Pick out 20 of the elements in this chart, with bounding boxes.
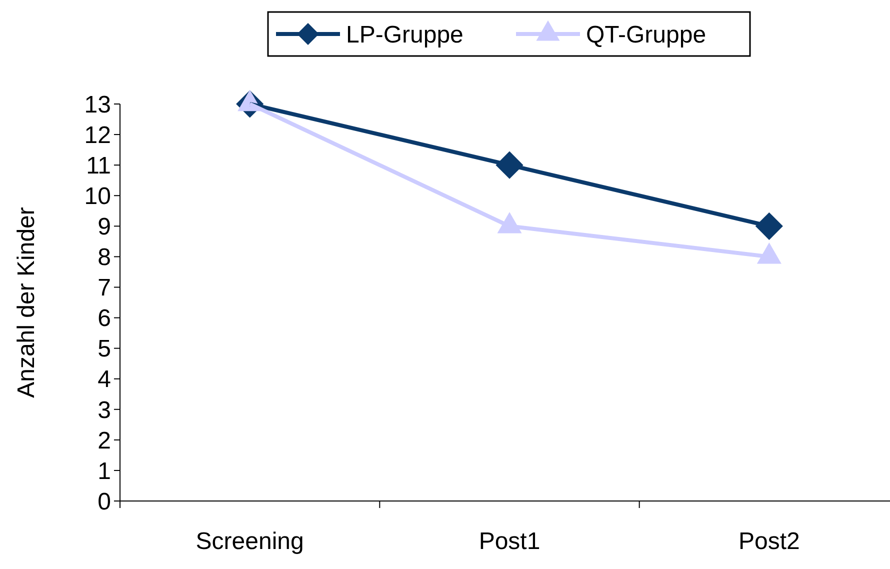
y-tick-label: 1 (98, 458, 111, 485)
legend-label: LP-Gruppe (346, 21, 464, 48)
y-tick-label: 6 (98, 305, 111, 332)
y-tick-label: 0 (98, 488, 111, 516)
y-axis-title: Anzahl der Kinder (13, 207, 40, 398)
y-tick-label: 5 (98, 336, 111, 363)
x-tick-label: Screening (196, 528, 304, 555)
y-tick-label: 7 (98, 274, 111, 302)
x-tick-label: Post2 (738, 528, 800, 555)
y-tick-label: 13 (84, 91, 111, 118)
y-tick-label: 4 (98, 366, 111, 394)
y-tick-label: 12 (84, 122, 111, 149)
y-tick-label: 9 (98, 214, 111, 241)
y-tick-label: 11 (86, 152, 111, 180)
x-tick-label: Post1 (478, 528, 540, 555)
y-tick-label: 3 (98, 396, 111, 424)
y-tick-label: 8 (98, 244, 111, 272)
y-tick-label: 2 (98, 427, 111, 454)
legend-label: QT-Gruppe (586, 21, 706, 48)
y-tick-label: 10 (84, 183, 111, 210)
